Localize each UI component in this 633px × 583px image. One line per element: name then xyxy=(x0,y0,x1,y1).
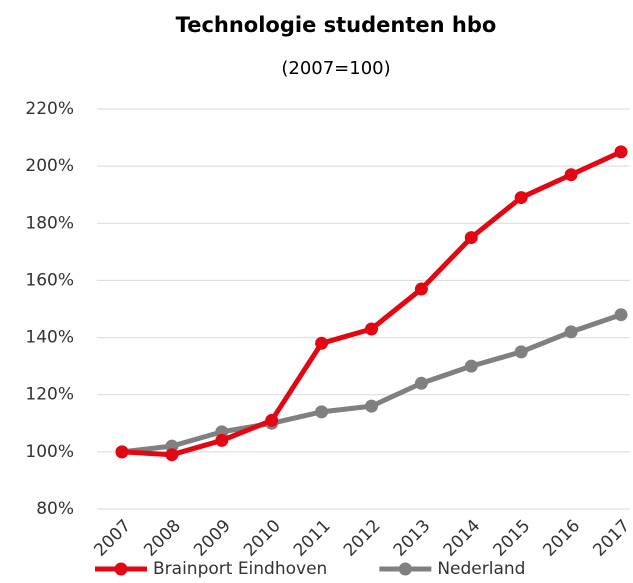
x-tick-label: 2007 xyxy=(90,516,135,561)
legend-label: Brainport Eindhoven xyxy=(153,559,327,579)
y-tick-label: 100% xyxy=(25,442,74,462)
point xyxy=(464,231,478,245)
chart-title: Technologie studenten hbo xyxy=(176,13,497,37)
x-tick-label: 2012 xyxy=(340,516,385,561)
point xyxy=(315,405,329,419)
y-tick-label: 140% xyxy=(25,328,74,348)
x-tick-label: 2010 xyxy=(240,516,285,561)
point xyxy=(165,448,179,462)
point xyxy=(365,399,378,413)
point xyxy=(614,145,628,159)
y-tick-label: 180% xyxy=(25,213,74,233)
point xyxy=(265,413,279,427)
x-tick-label: 2013 xyxy=(390,516,435,561)
y-tick-label: 200% xyxy=(25,156,74,176)
legend-marker xyxy=(114,562,128,576)
x-tick-label: 2014 xyxy=(440,516,485,561)
point xyxy=(315,336,329,350)
x-tick-label: 2016 xyxy=(539,516,584,561)
x-tick-label: 2008 xyxy=(140,516,185,561)
legend-label: Nederland xyxy=(437,559,525,579)
point xyxy=(115,445,129,459)
x-tick-label: 2011 xyxy=(290,516,335,561)
x-tick-label: 2009 xyxy=(190,516,235,561)
point xyxy=(365,322,378,336)
point xyxy=(564,325,578,339)
point xyxy=(464,359,478,373)
point xyxy=(414,376,428,390)
point xyxy=(564,168,578,182)
point xyxy=(514,191,528,205)
point xyxy=(414,282,428,296)
x-tick-label: 2015 xyxy=(490,516,535,561)
point xyxy=(514,345,528,359)
x-tick-label: 2017 xyxy=(589,516,633,561)
y-tick-label: 80% xyxy=(36,499,74,519)
y-tick-label: 120% xyxy=(25,385,74,405)
y-tick-label: 160% xyxy=(25,270,74,290)
point xyxy=(215,433,229,447)
legend-marker xyxy=(398,562,412,576)
y-tick-label: 220% xyxy=(25,99,74,119)
chart-subtitle: (2007=100) xyxy=(281,58,390,79)
point xyxy=(614,308,628,322)
